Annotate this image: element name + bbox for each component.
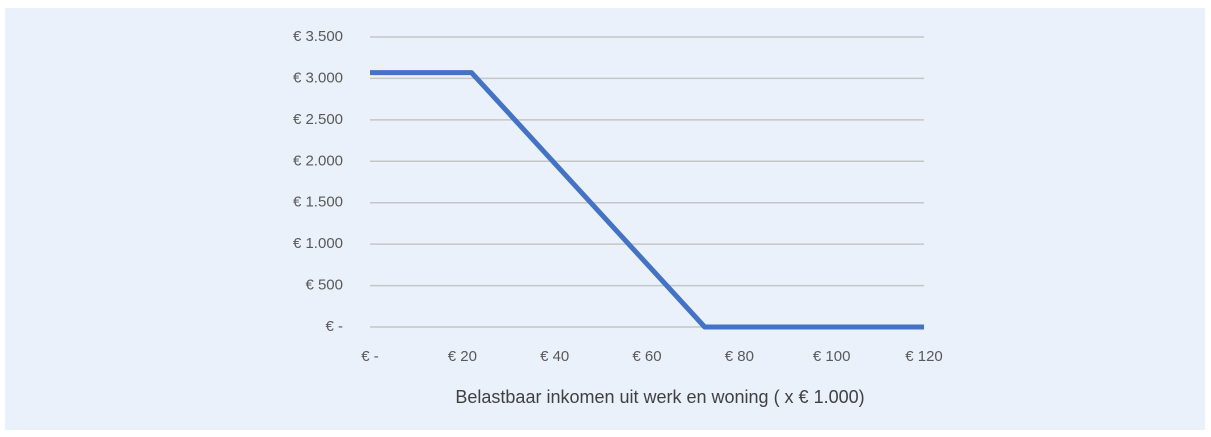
- y-tick-label: € -: [325, 318, 343, 335]
- data-line: [370, 70, 924, 330]
- y-tick-label: € 3.000: [293, 69, 343, 86]
- x-tick-label: € 60: [632, 348, 661, 365]
- y-tick-label: € 1.500: [293, 194, 343, 211]
- y-tick-label: € 2.000: [293, 152, 343, 169]
- x-tick-label: € 100: [813, 348, 851, 365]
- x-tick-label: € 40: [540, 348, 569, 365]
- y-tick-label: € 1.000: [293, 235, 343, 252]
- x-tick-label: € 20: [448, 348, 477, 365]
- x-axis-title: Belastbaar inkomen uit werk en woning ( …: [455, 387, 864, 407]
- y-tick-label: € 3.500: [293, 28, 343, 45]
- y-tick-label: € 2.500: [293, 111, 343, 128]
- y-tick-label: € 500: [305, 277, 343, 294]
- x-tick-label: € 120: [905, 348, 943, 365]
- x-tick-label: € 80: [725, 348, 754, 365]
- x-tick-label: € -: [361, 348, 379, 365]
